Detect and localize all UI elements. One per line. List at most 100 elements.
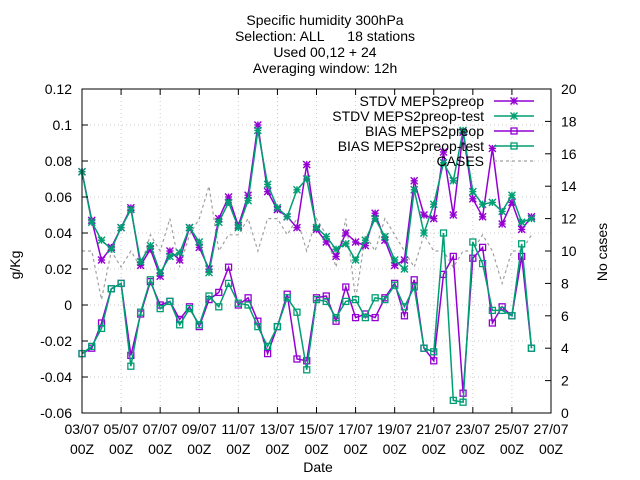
x-tick-date-label: 05/07 xyxy=(104,421,139,437)
data-point xyxy=(439,148,448,156)
data-point xyxy=(303,357,311,365)
data-point xyxy=(439,229,448,237)
series-0 xyxy=(78,121,536,281)
x-tick-date-label: 27/07 xyxy=(533,421,568,437)
data-point xyxy=(263,349,272,358)
y-tick-label: 0.08 xyxy=(45,153,72,169)
x-axis: 03/07 00Z 05/07 00Z 07/07 00Z 09/07 00Z 11/07 00Z… xyxy=(64,89,569,457)
data-point xyxy=(439,158,448,167)
y-tick-label: 0.12 xyxy=(45,81,72,97)
data-point xyxy=(449,211,458,219)
data-point xyxy=(507,191,516,200)
data-point xyxy=(498,306,506,315)
data-point xyxy=(449,396,457,405)
y2-tick-label: 2 xyxy=(561,373,569,389)
data-point xyxy=(195,321,203,329)
y2-tick-label: 18 xyxy=(561,113,577,129)
data-point xyxy=(351,295,360,304)
data-point xyxy=(146,276,155,284)
legend-marker xyxy=(510,142,518,150)
legend-label: STDV MEPS2preop-test xyxy=(332,108,484,124)
data-point xyxy=(176,321,184,329)
legend-label: BIAS MEPS2preop xyxy=(365,123,484,139)
data-point xyxy=(468,194,477,203)
data-point xyxy=(263,342,272,351)
data-point xyxy=(400,303,409,311)
legend-item: BIAS MEPS2preop-test xyxy=(338,138,534,154)
data-point xyxy=(351,256,360,264)
data-point xyxy=(380,232,389,241)
title-line-4: Averaging window: 12h xyxy=(253,60,398,76)
x-tick-hour-label: 00Z xyxy=(148,441,173,457)
data-point xyxy=(263,180,272,189)
data-point xyxy=(97,324,106,333)
x-tick-date-label: 19/07 xyxy=(377,421,412,437)
y-tick-label: -0.04 xyxy=(40,369,72,385)
y-tick-label: -0.06 xyxy=(40,405,72,421)
y-axis: -0.06 -0.04 -0.02 0 0.02 0.04 0.06 0.08 0.1 0.12 xyxy=(40,81,88,421)
data-point xyxy=(136,257,145,266)
data-point xyxy=(488,198,497,207)
data-point xyxy=(400,312,409,320)
x-tick-hour-label: 00Z xyxy=(187,441,212,457)
x-tick-date-label: 25/07 xyxy=(494,421,529,437)
data-point xyxy=(498,220,507,228)
data-point xyxy=(224,263,233,271)
series-line xyxy=(82,186,533,300)
data-point xyxy=(215,288,223,297)
x-tick-date-label: 03/07 xyxy=(64,421,99,437)
data-point xyxy=(224,198,233,207)
data-point xyxy=(410,176,419,185)
x-tick-date-label: 15/07 xyxy=(299,421,334,437)
data-point xyxy=(430,357,438,365)
data-point xyxy=(342,283,350,291)
legend-item: STDV MEPS2preop xyxy=(360,93,534,109)
data-point xyxy=(254,322,262,331)
data-point xyxy=(420,344,428,352)
data-point xyxy=(488,319,497,327)
data-point xyxy=(341,229,350,237)
data-point xyxy=(253,126,262,135)
data-point xyxy=(185,304,194,313)
data-point xyxy=(302,160,311,169)
series-4 xyxy=(82,186,533,300)
series-3 xyxy=(78,229,536,406)
y-tick-label: 0.02 xyxy=(45,261,72,277)
data-point xyxy=(332,245,341,254)
y2-tick-label: 10 xyxy=(561,243,577,259)
data-point xyxy=(468,187,477,196)
data-point xyxy=(312,223,321,232)
data-point xyxy=(165,252,174,261)
data-point xyxy=(381,295,389,304)
data-point xyxy=(341,239,350,248)
x-tick-hour-label: 00Z xyxy=(70,441,95,457)
x-tick-hour-label: 00Z xyxy=(226,441,251,457)
data-point xyxy=(117,223,126,232)
legend-item: STDV MEPS2preop-test xyxy=(332,108,534,124)
y-tick-label: 0 xyxy=(64,297,72,313)
data-point xyxy=(88,342,96,351)
x-tick-date-label: 13/07 xyxy=(260,421,295,437)
data-point xyxy=(410,185,419,194)
x-tick-date-label: 09/07 xyxy=(182,421,217,437)
x-tick-hour-label: 00Z xyxy=(422,441,447,457)
data-point xyxy=(175,248,184,257)
data-point xyxy=(400,256,409,264)
data-point xyxy=(332,252,341,261)
legend-item: CASES xyxy=(437,153,534,169)
data-point xyxy=(127,362,135,370)
data-point xyxy=(449,176,458,185)
legend-label: BIAS MEPS2preop-test xyxy=(338,138,484,154)
data-point xyxy=(293,355,301,363)
data-point xyxy=(508,312,516,320)
data-point xyxy=(205,268,214,277)
data-point xyxy=(371,214,380,223)
data-point xyxy=(351,313,360,322)
legend-label: STDV MEPS2preop xyxy=(360,93,485,109)
x-tick-date-label: 11/07 xyxy=(221,421,255,437)
y-tick-label: 0.1 xyxy=(53,117,73,133)
series-layer xyxy=(78,121,536,406)
data-point xyxy=(410,283,418,291)
legend-marker xyxy=(510,97,518,105)
legend-marker xyxy=(510,112,518,120)
